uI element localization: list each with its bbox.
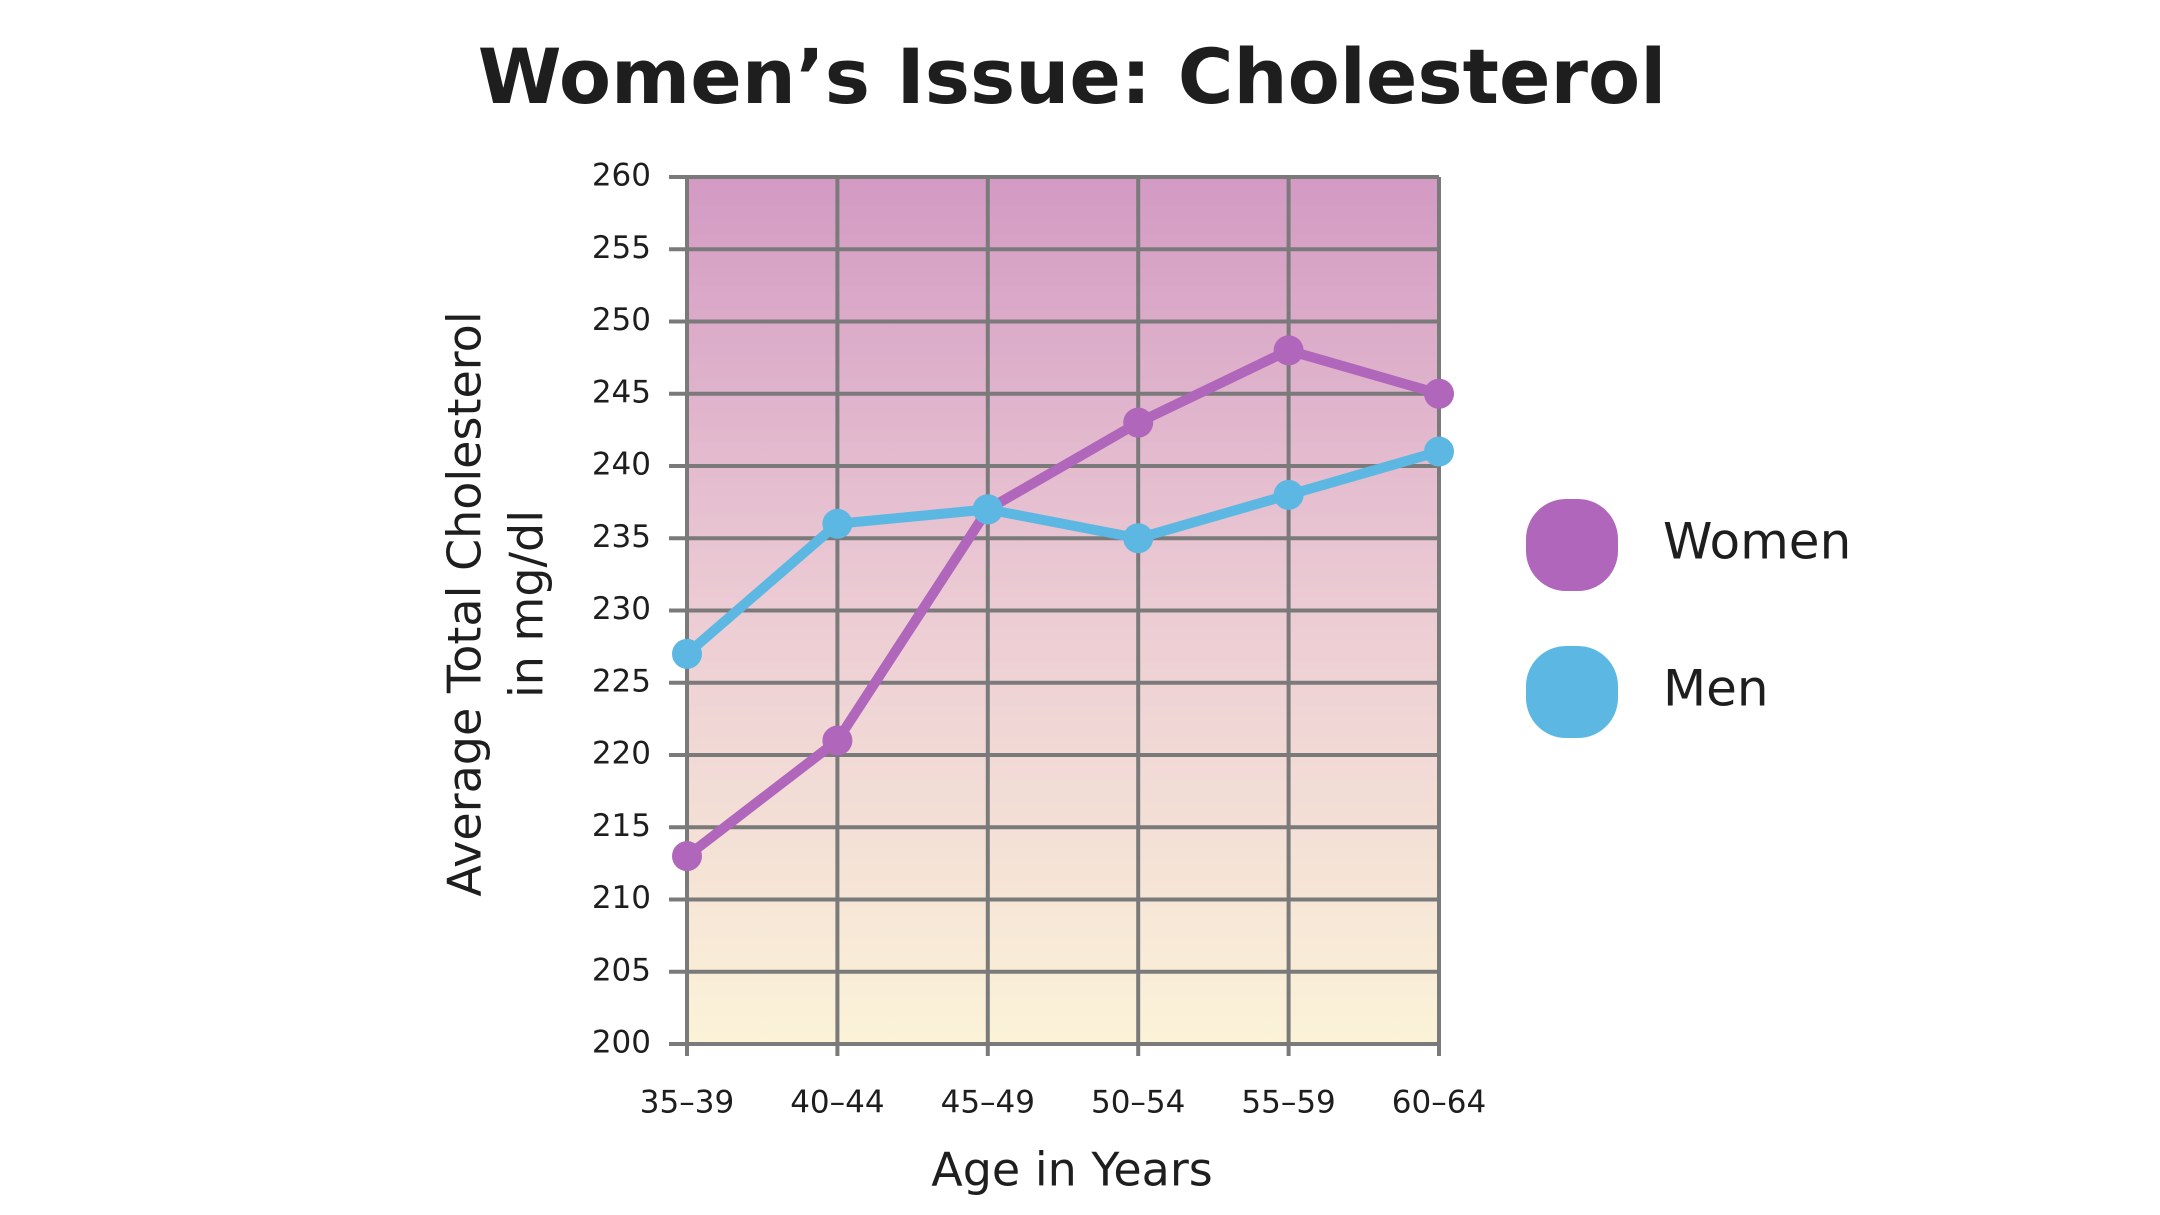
y-tick-label: 260	[592, 158, 651, 194]
data-point	[822, 508, 853, 539]
y-tick-label: 255	[592, 230, 651, 266]
data-point	[972, 494, 1003, 525]
x-axis-title: Age in Years	[931, 1143, 1213, 1197]
data-point	[1123, 407, 1154, 438]
data-point	[1273, 479, 1304, 510]
data-point	[1424, 436, 1454, 467]
data-point	[672, 841, 702, 872]
y-tick-label: 235	[592, 519, 651, 555]
data-point	[672, 638, 702, 669]
x-tick-label: 50–54	[1091, 1085, 1185, 1121]
y-tick-label: 225	[592, 663, 651, 699]
y-tick-label: 245	[592, 374, 651, 410]
y-tick-label: 250	[592, 302, 651, 338]
y-tick-label: 220	[592, 736, 651, 772]
legend-label: Men	[1663, 660, 1769, 718]
legend-swatch	[1526, 499, 1618, 591]
x-tick-label: 55–59	[1241, 1085, 1335, 1121]
data-point	[1273, 335, 1304, 366]
legend-swatch	[1526, 646, 1618, 738]
y-tick-label: 200	[592, 1025, 651, 1061]
x-tick-label: 35–39	[640, 1085, 734, 1121]
x-tick-label: 60–64	[1392, 1085, 1486, 1121]
y-tick-label: 205	[592, 952, 651, 988]
y-axis-title: in mg/dl	[500, 510, 554, 698]
chart-title: Women’s Issue: Cholesterol	[478, 32, 1667, 121]
series-line	[683, 345, 1441, 861]
legend-label: Women	[1663, 513, 1851, 571]
x-tick-label: 45–49	[941, 1085, 1035, 1121]
y-tick-label: 215	[592, 808, 651, 844]
data-point	[822, 725, 853, 756]
data-point	[1424, 378, 1454, 409]
y-tick-label: 240	[592, 447, 651, 483]
y-axis-title: Average Total Cholesterol	[438, 311, 492, 896]
x-tick-label: 40–44	[790, 1085, 884, 1121]
data-point	[1123, 523, 1154, 554]
series-line	[683, 446, 1441, 658]
y-tick-label: 210	[592, 880, 651, 916]
y-tick-label: 230	[592, 591, 651, 627]
